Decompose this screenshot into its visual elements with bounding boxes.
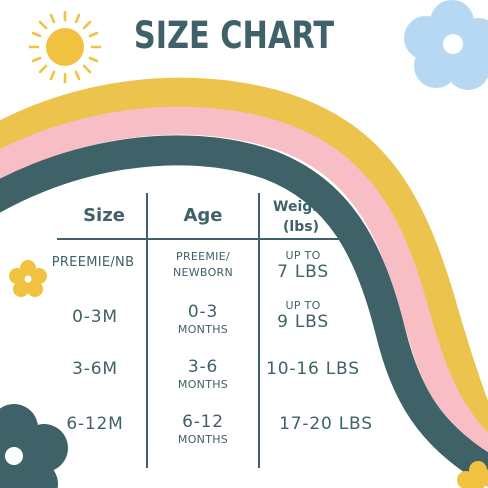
row-2-age-top: 0-3 (187, 302, 219, 322)
row-3-age-top: 3-6 (187, 357, 219, 377)
row-4-age-bottom: MONTHS (177, 433, 229, 446)
row-1-size: PREEMIE/NB (51, 255, 135, 270)
header-divider (57, 238, 340, 240)
row-4-size: 6-12M (66, 414, 124, 434)
flower-icon (0, 404, 68, 488)
row-2-age-bottom: MONTHS (177, 323, 229, 336)
page-title: SIZE CHART (133, 14, 335, 57)
flower-icon (404, 0, 488, 90)
row-2-weight-bottom: 9 LBS (277, 312, 329, 332)
row-2-size: 0-3M (72, 307, 118, 327)
row-1-age-top: PREEMIE/ (176, 250, 230, 263)
rainbow-yellow-band (0, 77, 488, 447)
row-2-weight-top: UP TO (285, 299, 321, 312)
flower-icon (9, 260, 47, 297)
column-divider-right (258, 193, 260, 468)
row-4-age-top: 6-12 (182, 412, 224, 432)
row-3-size: 3-6M (72, 359, 118, 379)
header-weight: Weight (lbs) (258, 197, 344, 237)
row-4-weight: 17-20 LBS (279, 414, 373, 434)
sun-icon (28, 10, 102, 84)
flower-icon (457, 461, 488, 488)
header-weight-label: Weight (273, 199, 329, 215)
column-divider-left (146, 193, 148, 468)
header-age: Age (183, 205, 223, 226)
rainbow-teal-band (0, 135, 488, 483)
row-1-weight-top: UP TO (285, 249, 321, 262)
header-weight-unit: (lbs) (283, 219, 319, 235)
row-1-weight-bottom: 7 LBS (277, 262, 329, 282)
rainbow-pink-band (0, 106, 488, 463)
row-3-age-bottom: MONTHS (177, 378, 229, 391)
row-1-age-bottom: NEWBORN (172, 266, 234, 279)
header-size: Size (83, 205, 125, 226)
row-3-weight: 10-16 LBS (266, 359, 360, 379)
